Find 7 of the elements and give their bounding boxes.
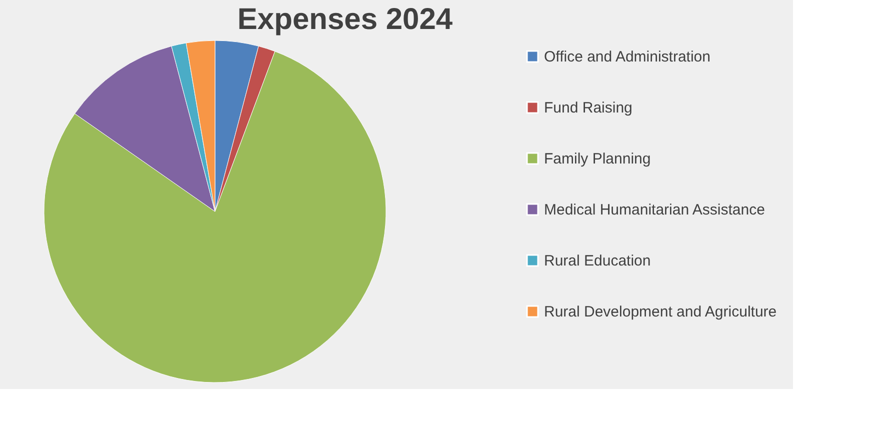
legend-label: Family Planning <box>544 150 651 168</box>
legend-label: Medical Humanitarian Assistance <box>544 202 765 218</box>
legend-label: Rural Education <box>544 252 651 270</box>
legend-label: Fund Raising <box>544 100 632 116</box>
legend-label: Office and Administration <box>544 48 710 66</box>
chart-title: Expenses 2024 <box>237 3 453 36</box>
legend-label: Rural Development and Agriculture <box>544 304 777 320</box>
